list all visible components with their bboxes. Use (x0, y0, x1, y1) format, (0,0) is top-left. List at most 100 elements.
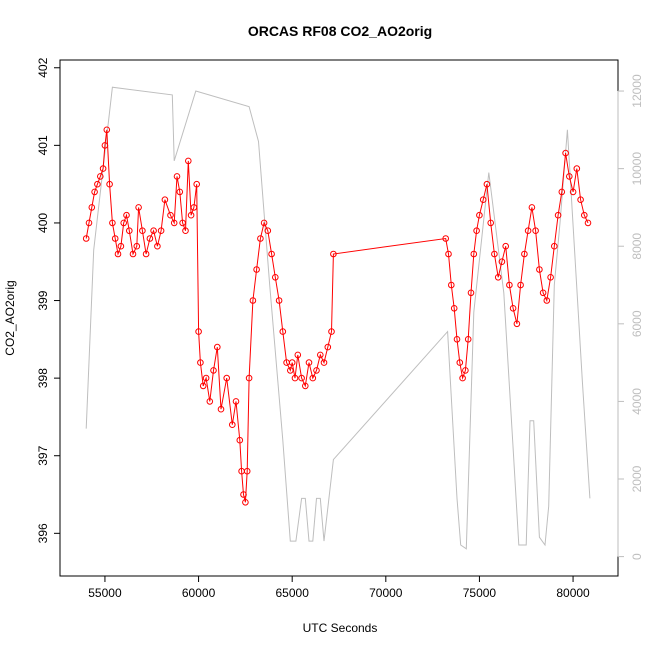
co2-point (257, 235, 264, 242)
y-tick-label: 402 (36, 57, 50, 77)
co2-point (536, 266, 543, 273)
co2-point (214, 343, 221, 351)
co2-point (524, 227, 532, 234)
co2-point (157, 227, 165, 234)
co2-point (167, 211, 174, 219)
co2-point (150, 227, 157, 234)
co2-point (551, 242, 558, 250)
co2-point (240, 491, 247, 498)
co2-point (483, 180, 491, 188)
co2-point (101, 142, 109, 149)
y-axis-label: CO2_AO2orig (3, 280, 17, 355)
co2-point (111, 235, 119, 242)
co2-point (139, 227, 146, 234)
co2-point (584, 219, 592, 227)
co2-point (272, 274, 279, 281)
co2-point (558, 188, 566, 196)
co2-point (187, 211, 195, 219)
co2-point (114, 250, 122, 258)
y-tick-label: 398 (36, 368, 50, 388)
y2-tick-label: 2000 (630, 465, 644, 492)
co2-point (302, 382, 309, 390)
co2-point (456, 359, 464, 366)
co2-point (264, 227, 272, 234)
altitude-line (85, 86, 591, 550)
co2-point (502, 242, 510, 250)
co2-point (509, 305, 517, 312)
co2-point (442, 235, 450, 242)
co2-point (94, 180, 101, 188)
co2-point (473, 227, 480, 234)
co2-point (97, 173, 104, 180)
co2-point (109, 219, 116, 227)
co2-point (476, 211, 483, 219)
co2-point (133, 242, 141, 250)
co2-point (210, 367, 217, 374)
co2-point (117, 242, 125, 250)
co2-point (223, 374, 230, 382)
co2-series (82, 126, 592, 506)
altitude-series (85, 86, 591, 550)
co2-point (260, 219, 268, 227)
co2-point (462, 367, 469, 374)
co2-point (459, 374, 466, 382)
co2-point (129, 250, 137, 258)
y2-tick-label: 12000 (630, 74, 644, 108)
co2-point (498, 258, 506, 266)
co2-point (229, 421, 236, 429)
co2-point (146, 235, 154, 242)
co2-point (581, 211, 588, 219)
co2-point (106, 180, 113, 188)
co2-point (448, 281, 455, 289)
co2-point (179, 219, 186, 227)
co2-point (554, 211, 562, 219)
co2-point (154, 242, 161, 250)
co2-point (236, 436, 244, 444)
co2-point (190, 204, 198, 211)
co2-point (161, 196, 169, 203)
co2-point (279, 328, 287, 335)
co2-point (573, 165, 581, 172)
co2-point (562, 149, 569, 157)
y2-tick-label: 6000 (630, 310, 644, 337)
co2-point (517, 281, 524, 289)
y-tick-label: 396 (36, 523, 50, 543)
y2-tick-label: 0 (630, 553, 644, 560)
co2-point (288, 359, 296, 366)
co2-point (173, 173, 181, 180)
co2-point (91, 188, 98, 196)
co2-point (103, 126, 111, 134)
co2-point (217, 405, 225, 413)
co2-point (539, 289, 547, 297)
co2-point (197, 359, 204, 366)
co2-point (232, 398, 240, 405)
co2-point (123, 211, 130, 219)
y-tick-label: 401 (36, 135, 50, 155)
y-tick-label: 397 (36, 445, 50, 465)
co2-point (170, 219, 178, 227)
co2-point (521, 250, 528, 258)
co2-point (445, 250, 452, 258)
co2-point (547, 274, 554, 281)
chart-title: ORCAS RF08 CO2_AO2orig (248, 23, 432, 39)
co2-point (287, 367, 294, 374)
co2-point (453, 336, 461, 343)
co2-point (294, 351, 302, 359)
co2-point (470, 250, 478, 258)
co2-point (82, 235, 90, 242)
co2-point (313, 367, 320, 374)
co2-point (513, 320, 521, 328)
co2-point (298, 374, 305, 382)
co2-point (126, 227, 133, 234)
co2-point (566, 173, 573, 180)
co2-point (309, 374, 317, 382)
co2-point (245, 374, 253, 382)
co2-point (464, 336, 472, 343)
co2-point (543, 297, 551, 304)
co2-point (185, 157, 192, 165)
x-tick-label: 55000 (88, 586, 122, 600)
co2-point (120, 219, 127, 227)
co2-point (135, 204, 142, 211)
co2-point (467, 289, 475, 297)
